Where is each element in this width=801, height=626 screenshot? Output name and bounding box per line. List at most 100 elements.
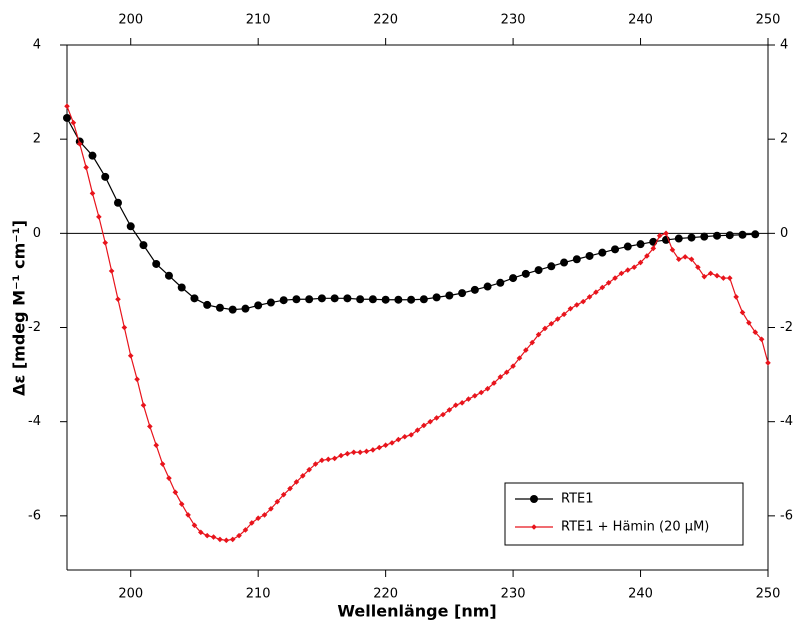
data-point (459, 400, 465, 406)
data-point (350, 449, 357, 456)
data-point (738, 230, 747, 239)
data-point (726, 275, 733, 281)
data-point (382, 442, 389, 449)
data-point (695, 264, 701, 271)
data-point (478, 389, 485, 396)
data-point (101, 172, 110, 181)
data-point (70, 119, 77, 126)
y-tick-label-right: -2 (780, 320, 793, 335)
data-point (765, 360, 771, 366)
data-point (255, 515, 261, 522)
data-point (64, 103, 70, 110)
data-point (432, 293, 441, 302)
data-point (266, 298, 275, 307)
data-point (623, 242, 632, 251)
data-point (687, 233, 696, 242)
data-point (682, 254, 688, 260)
data-point (293, 479, 300, 485)
data-point (625, 267, 631, 273)
data-point (612, 275, 618, 281)
data-point (585, 251, 594, 260)
data-point (534, 266, 543, 275)
data-point (674, 234, 683, 243)
data-point (280, 491, 287, 498)
legend: RTE1 RTE1 + Hämin (20 µM) (504, 482, 744, 546)
data-point (580, 298, 586, 305)
data-point (261, 512, 268, 518)
data-point (242, 527, 249, 533)
data-point (483, 282, 492, 291)
data-point (572, 255, 581, 264)
data-point (433, 415, 440, 421)
data-point (618, 270, 625, 277)
data-point (707, 270, 714, 277)
x-tick-label: 200 (118, 587, 143, 602)
data-point (401, 433, 408, 440)
data-point (185, 512, 191, 518)
data-point (305, 295, 314, 304)
data-point (663, 230, 669, 237)
data-point (440, 411, 446, 418)
data-point (287, 485, 293, 492)
data-point (669, 247, 676, 253)
data-point (650, 245, 657, 252)
data-point (554, 316, 561, 322)
data-point (593, 289, 599, 295)
data-point (394, 295, 403, 304)
data-point (484, 385, 491, 392)
data-point (419, 295, 428, 304)
data-point (542, 325, 548, 332)
x-tick-label: 210 (246, 587, 271, 602)
data-point (389, 440, 395, 446)
x-tick-label-top: 250 (756, 13, 781, 28)
data-point (427, 418, 434, 425)
data-point (733, 294, 739, 300)
data-point (586, 294, 593, 300)
data-point (421, 422, 427, 429)
data-point (108, 268, 115, 274)
data-point (472, 392, 478, 399)
series-line (66, 105, 769, 541)
data-point (249, 520, 255, 526)
data-point (76, 141, 83, 147)
data-point (63, 113, 71, 122)
data-point (217, 536, 223, 543)
data-point (299, 473, 306, 479)
data-point (228, 305, 237, 314)
data-point (159, 461, 166, 467)
data-point (241, 304, 250, 313)
data-point (408, 432, 414, 438)
data-point (714, 272, 720, 279)
data-point (598, 248, 607, 257)
data-point (331, 455, 338, 462)
y-tick-label-right: 4 (780, 38, 788, 53)
y-tick-label: 4 (33, 38, 41, 53)
data-point (177, 283, 186, 292)
y-tick-label: -6 (28, 508, 41, 523)
series-line (66, 117, 756, 311)
data-point (292, 295, 301, 304)
data-point (491, 380, 497, 386)
data-point (268, 505, 274, 512)
y-axis-label: Δε [mdeg M⁻¹ cm⁻¹] (10, 220, 29, 396)
y-tick-label: 2 (33, 132, 41, 147)
data-point (381, 295, 390, 304)
data-point (529, 339, 536, 346)
data-point (223, 537, 230, 544)
y-tick-label: -2 (28, 320, 41, 335)
data-point (126, 222, 135, 231)
data-point (113, 198, 122, 207)
data-point (115, 296, 121, 303)
data-point (521, 269, 530, 278)
data-point (344, 450, 351, 457)
data-point (605, 279, 612, 286)
data-point (752, 329, 759, 336)
data-point (363, 448, 370, 455)
data-point (560, 258, 569, 267)
data-point (636, 240, 645, 249)
x-tick-label-top: 200 (118, 13, 143, 28)
y-tick-label-right: 2 (780, 132, 788, 147)
data-point (338, 452, 344, 459)
data-point (561, 311, 567, 318)
